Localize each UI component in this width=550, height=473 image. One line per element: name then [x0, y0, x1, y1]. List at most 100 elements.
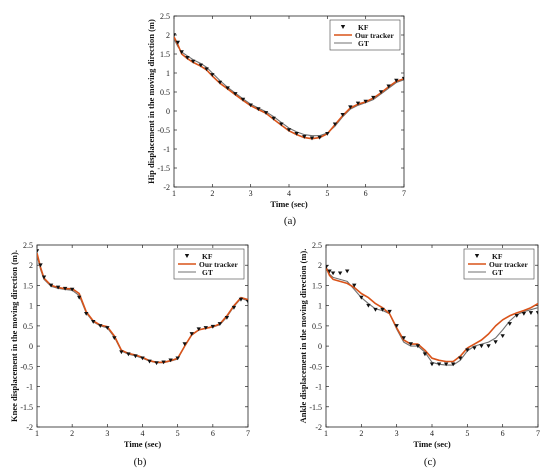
x-tick-label: 5	[176, 429, 180, 438]
kf-marker	[91, 320, 96, 324]
kf-marker	[486, 344, 491, 349]
kf-marker	[140, 356, 145, 361]
kf-marker	[340, 113, 345, 117]
legend-label-our-tracker: Our tracker	[355, 31, 394, 40]
kf-marker	[55, 285, 61, 290]
y-tick-label: 1.5	[312, 281, 322, 290]
kf-marker	[175, 356, 180, 361]
kf-marker	[429, 362, 435, 367]
y-tick-label: 2.5	[160, 12, 170, 21]
kf-marker	[119, 350, 124, 355]
series-line-our-tracker	[174, 36, 404, 140]
kf-marker	[77, 295, 82, 300]
y-tick-label: 0	[318, 342, 322, 351]
kf-marker	[198, 63, 204, 68]
kf-marker	[378, 90, 384, 94]
chart-panel-3: 1 2 3 4 5 6 7 -2 -1.5 -1 -0.5 0 0.5 1 1.5 2 2.5 Time (sec…	[298, 241, 540, 449]
kf-marker	[408, 342, 413, 347]
x-tick-label: 3	[249, 189, 253, 198]
legend-label-kf: KF	[358, 23, 369, 32]
x-tick-label: 7	[536, 429, 540, 438]
y-tick-label: -1.5	[157, 164, 170, 173]
y-tick-label: -1.5	[20, 403, 33, 412]
kf-marker	[196, 327, 201, 332]
x-tick-label: 1	[172, 189, 176, 198]
kf-marker	[62, 286, 68, 291]
x-tick-label: 7	[246, 429, 250, 438]
kf-marker	[380, 307, 385, 312]
kf-marker	[224, 316, 230, 320]
kf-marker	[161, 360, 166, 365]
kf-marker	[326, 265, 329, 270]
kf-marker	[210, 324, 216, 329]
kf-marker	[325, 132, 330, 136]
series-line-our-tracker	[37, 252, 248, 364]
x-tick-label: 2	[359, 429, 363, 438]
y-tick-label: 1.5	[160, 50, 170, 59]
y-tick-label: 2	[29, 261, 33, 270]
kf-marker	[472, 346, 477, 351]
kf-marker	[401, 76, 404, 81]
x-tick-label: 4	[141, 429, 145, 438]
kf-marker	[271, 116, 276, 121]
kf-marker	[493, 340, 498, 345]
y-tick-label: -2	[315, 423, 322, 432]
x-axis-label: Time (sec)	[270, 199, 308, 209]
legend-kf-marker	[340, 25, 346, 29]
kf-marker	[422, 352, 428, 357]
y-tick-label: 1	[166, 69, 170, 78]
kf-marker	[345, 269, 350, 274]
kf-marker	[366, 303, 371, 308]
kf-marker	[348, 105, 353, 110]
x-tick-label: 1	[324, 429, 328, 438]
kf-marker	[203, 326, 208, 330]
kf-marker	[98, 324, 103, 328]
x-tick-label: 1	[35, 429, 39, 438]
x-tick-label: 2	[210, 189, 214, 198]
kf-marker	[443, 362, 449, 367]
y-tick-label: 0.5	[23, 322, 33, 331]
kf-marker	[279, 122, 284, 127]
series-group	[174, 33, 404, 141]
series-group	[37, 249, 248, 366]
legend-label-kf: KF	[202, 252, 213, 261]
kf-marker	[182, 342, 187, 347]
x-axis-label: Time (sec)	[124, 439, 162, 449]
kf-marker	[436, 362, 442, 367]
y-tick-label: -0.5	[157, 126, 170, 135]
kf-marker	[210, 73, 215, 77]
y-tick-label: 1	[29, 302, 33, 311]
kf-marker	[363, 99, 368, 104]
x-tick-label: 4	[287, 189, 291, 198]
legend-label-gt: GT	[492, 268, 503, 277]
kf-marker	[204, 67, 209, 72]
kf-marker	[37, 249, 40, 254]
y-tick-label: 1.5	[23, 281, 33, 290]
kf-marker	[359, 295, 364, 300]
kf-marker	[387, 309, 392, 314]
kf-marker	[231, 305, 237, 310]
y-tick-label: 0	[29, 342, 33, 351]
kf-marker	[248, 103, 253, 108]
series-line-gt	[174, 38, 404, 137]
kf-marker	[147, 359, 152, 364]
kf-marker	[451, 362, 456, 367]
y-tick-label: 0.5	[160, 88, 170, 97]
kf-marker	[240, 97, 246, 102]
kf-marker	[294, 132, 299, 136]
kf-marker	[528, 311, 534, 315]
kf-marker	[332, 122, 338, 127]
kf-marker	[465, 348, 470, 353]
y-axis-label: Hip displacement in the moving direction…	[146, 19, 156, 184]
kf-marker	[521, 311, 527, 316]
x-tick-label: 6	[211, 429, 215, 438]
y-axis-label: Ankle displacement in the moving directi…	[298, 249, 308, 424]
kf-marker	[394, 324, 399, 328]
chart-panel-1: 1 2 3 4 5 6 7 -2 -1.5 -1 -0.5 0 0.5 1 1.5 2 2.5 Time (sec…	[146, 12, 406, 209]
y-tick-label: -1	[26, 383, 33, 392]
kf-marker	[256, 107, 261, 112]
x-tick-label: 6	[501, 429, 505, 438]
legend-label-gt: GT	[202, 268, 213, 277]
